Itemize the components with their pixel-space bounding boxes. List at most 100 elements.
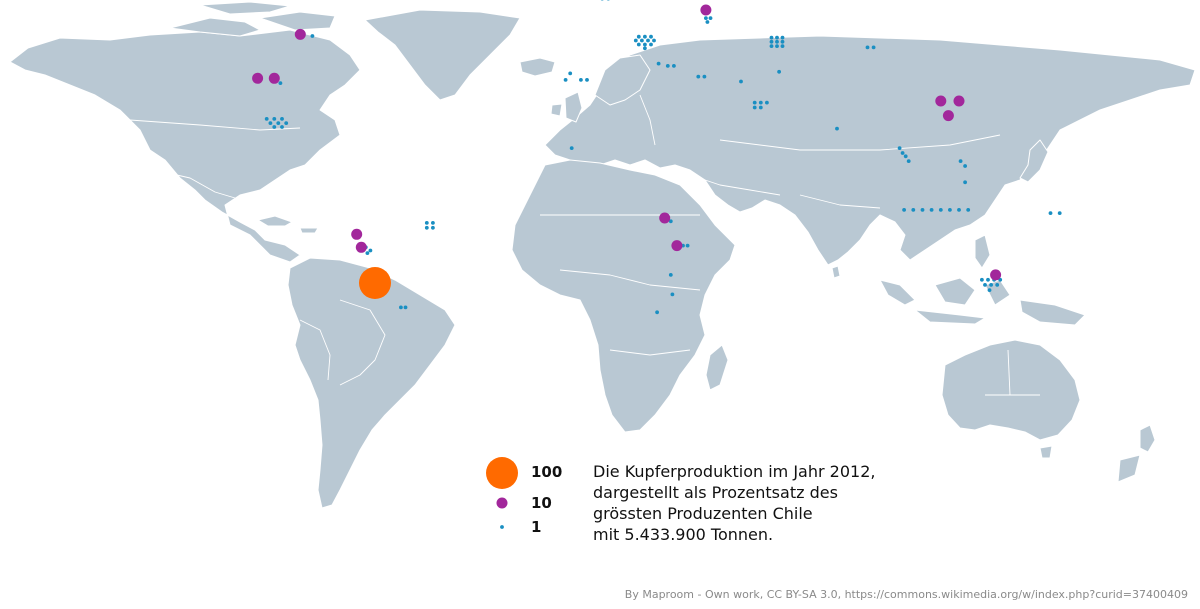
landmass-africa bbox=[511, 159, 736, 433]
production-marker-small bbox=[769, 44, 774, 48]
landmass-british-isles bbox=[550, 91, 583, 123]
production-marker-small bbox=[929, 208, 934, 212]
landmass-iceland bbox=[519, 57, 556, 77]
production-marker-small bbox=[948, 208, 952, 212]
production-marker-small bbox=[431, 225, 435, 230]
production-marker-small bbox=[672, 64, 676, 68]
production-marker-small bbox=[310, 34, 315, 38]
border-china-india bbox=[799, 194, 881, 209]
production-marker-small bbox=[980, 277, 984, 282]
production-marker-small bbox=[775, 44, 779, 48]
border-australia bbox=[985, 349, 1040, 396]
production-marker-small bbox=[424, 225, 429, 230]
production-marker-small bbox=[780, 39, 785, 44]
border-andes bbox=[299, 319, 331, 381]
production-marker-small bbox=[280, 125, 284, 129]
production-marker-small bbox=[670, 292, 675, 297]
production-marker-small bbox=[987, 288, 992, 292]
production-marker-medium bbox=[953, 95, 965, 107]
production-marker-small bbox=[607, 0, 610, 1]
legend-label-medium: 10 bbox=[531, 494, 552, 512]
production-marker-small bbox=[708, 16, 713, 20]
production-marker-small bbox=[636, 42, 641, 47]
legend-marker-large bbox=[486, 457, 518, 489]
production-marker-small bbox=[835, 126, 839, 131]
production-marker-small bbox=[272, 125, 277, 129]
production-marker-medium bbox=[942, 110, 954, 122]
border-middle-east bbox=[689, 174, 781, 196]
production-marker-small bbox=[569, 146, 574, 151]
production-marker-medium bbox=[700, 4, 712, 16]
landmass-north-america bbox=[9, 29, 361, 263]
map-caption: Die Kupferproduktion im Jahr 2012, darge… bbox=[593, 461, 913, 545]
production-marker-small bbox=[643, 34, 647, 39]
production-marker-small bbox=[780, 44, 785, 48]
production-marker-small bbox=[752, 100, 757, 105]
production-marker-small bbox=[938, 208, 943, 212]
production-marker-small bbox=[995, 283, 1000, 287]
landmass-eurasia bbox=[544, 35, 1196, 266]
production-marker-small bbox=[668, 273, 673, 277]
caption-line: Die Kupferproduktion im Jahr 2012, bbox=[593, 462, 876, 481]
landmass-japan bbox=[1019, 139, 1049, 183]
production-marker-medium bbox=[355, 241, 367, 253]
production-marker-small bbox=[643, 46, 647, 51]
production-marker-small bbox=[649, 42, 653, 47]
border-canada-usa bbox=[59, 117, 301, 131]
landmass-greenland bbox=[364, 9, 521, 101]
production-marker-small bbox=[777, 69, 781, 74]
production-marker-medium bbox=[268, 72, 280, 84]
production-marker-small bbox=[911, 208, 916, 212]
caption-line: mit 5.433.900 Tonnen. bbox=[593, 525, 774, 544]
production-marker-small bbox=[702, 74, 707, 79]
production-marker-small bbox=[963, 180, 967, 185]
production-marker-small bbox=[769, 39, 774, 44]
caption-line: grössten Produzenten Chile bbox=[593, 504, 813, 523]
production-marker-medium bbox=[990, 269, 1002, 281]
production-marker-small bbox=[989, 283, 993, 287]
landmass-sri-lanka bbox=[831, 265, 841, 279]
production-marker-small bbox=[865, 45, 870, 50]
production-marker-small bbox=[920, 208, 925, 212]
production-marker-small bbox=[696, 74, 701, 79]
production-marker-small bbox=[986, 277, 990, 282]
production-marker-small bbox=[643, 42, 647, 47]
landmass-scandinavia bbox=[594, 54, 651, 106]
production-marker-small bbox=[431, 221, 435, 225]
production-marker-medium bbox=[659, 212, 671, 224]
landmass-madagascar bbox=[705, 344, 729, 391]
legend-label-small: 1 bbox=[531, 518, 542, 536]
legend-label-large: 100 bbox=[531, 463, 563, 481]
attribution-text: By Maproom - Own work, CC BY-SA 3.0, htt… bbox=[624, 588, 1188, 601]
production-marker-small bbox=[685, 243, 690, 248]
production-marker-small bbox=[897, 146, 902, 151]
landmass-south-america bbox=[287, 257, 456, 509]
production-marker-small bbox=[958, 159, 963, 164]
production-marker-medium bbox=[351, 228, 363, 240]
production-marker-small bbox=[758, 105, 763, 110]
production-marker-small bbox=[765, 100, 769, 105]
production-marker-small bbox=[752, 105, 757, 110]
production-marker-small bbox=[649, 34, 653, 39]
country-borders bbox=[59, 94, 1040, 396]
production-marker-small bbox=[900, 151, 905, 155]
production-marker-small bbox=[656, 61, 661, 66]
caption-line: dargestellt als Prozentsatz des bbox=[593, 483, 838, 502]
production-marker-small bbox=[280, 117, 284, 121]
landmass-australia bbox=[941, 339, 1081, 441]
production-marker-small bbox=[983, 283, 987, 287]
production-marker-small bbox=[963, 164, 967, 168]
production-marker-small bbox=[563, 78, 568, 82]
production-marker-small bbox=[268, 121, 273, 125]
production-marker-small bbox=[272, 117, 277, 121]
border-russia-china bbox=[719, 134, 1001, 151]
production-marker-small bbox=[403, 305, 408, 310]
production-marker-small bbox=[284, 121, 289, 125]
production-marker-small bbox=[655, 310, 659, 315]
production-marker-small bbox=[758, 100, 763, 105]
border-brazil bbox=[339, 299, 386, 386]
legend-marker-small bbox=[500, 525, 504, 529]
landmass-maritime-southeast-asia bbox=[879, 234, 1086, 326]
production-marker-small bbox=[957, 208, 961, 212]
